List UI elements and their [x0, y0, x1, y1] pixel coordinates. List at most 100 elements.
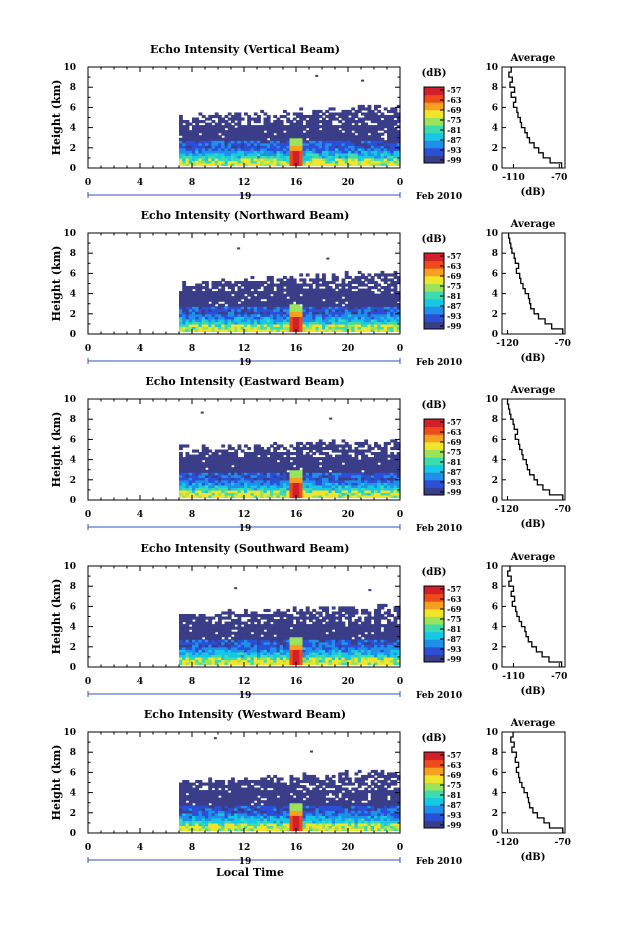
- heatmap-cell: [374, 150, 378, 154]
- heatmap-cell: [247, 649, 252, 653]
- heatmap-cell: [260, 328, 265, 333]
- heatmap-cell: [364, 278, 369, 282]
- heatmap-cell: [341, 477, 346, 481]
- heatmap-cell: [374, 318, 378, 322]
- heatmap-cell: [276, 482, 281, 486]
- heatmap-cell: [357, 127, 362, 131]
- heatmap-cell: [244, 313, 248, 317]
- heatmap-cell: [328, 318, 333, 322]
- heatmap-cell: [234, 482, 239, 486]
- heatmap-cell: [240, 155, 245, 159]
- heatmap-cell: [185, 651, 190, 655]
- heatmap-cell: [357, 328, 362, 333]
- heatmap-cell: [240, 293, 245, 297]
- heatmap-cell: [335, 137, 339, 141]
- heatmap-cell: [325, 467, 330, 471]
- colorbar-swatch: [424, 102, 444, 111]
- heatmap-cell: [260, 489, 265, 494]
- heatmap-cell: [279, 160, 284, 164]
- heatmap-cell: [201, 469, 206, 473]
- heatmap-cell: [192, 147, 196, 151]
- heatmap-cell: [195, 130, 200, 134]
- heatmap-cell: [364, 114, 369, 119]
- heatmap-cell: [224, 308, 229, 312]
- heatmap-cell: [351, 155, 356, 159]
- heatmap-cell: [198, 328, 203, 333]
- heatmap-cell: [224, 621, 229, 625]
- heatmap-cell: [179, 487, 183, 491]
- heatmap-cell: [315, 120, 320, 124]
- heatmap-cell: [201, 157, 206, 162]
- heatmap-cell: [328, 117, 333, 121]
- heatmap-cell: [348, 137, 352, 141]
- heatmap-cell: [390, 454, 395, 458]
- heatmap-cell: [237, 298, 242, 302]
- heatmap-cell: [299, 323, 304, 328]
- heatmap-cell: [263, 464, 268, 468]
- heatmap-cell: [338, 145, 343, 149]
- heatmap-cell: [231, 654, 235, 658]
- heatmap-cell: [370, 313, 375, 317]
- heatmap-cell: [383, 117, 388, 121]
- heatmap-cell: [257, 489, 261, 494]
- heatmap-cell: [273, 611, 278, 615]
- heatmap-cell: [305, 152, 310, 156]
- heatmap-cell: [302, 472, 307, 476]
- heatmap-cell: [211, 661, 216, 666]
- heatmap-cell: [227, 469, 232, 473]
- heatmap-cell: [253, 619, 258, 623]
- heatmap-cell: [390, 313, 395, 317]
- heatmap-cell: [331, 484, 336, 488]
- heatmap-cell: [182, 649, 187, 653]
- heatmap-cell: [367, 464, 372, 468]
- heatmap-cell: [318, 291, 323, 295]
- heatmap-cell: [185, 306, 190, 310]
- heatmap-cell: [348, 472, 352, 476]
- heatmap-cell: [266, 452, 271, 456]
- heatmap-cell: [364, 298, 369, 302]
- heatmap-cell: [396, 135, 401, 139]
- heatmap-cell: [335, 487, 339, 491]
- heatmap-cell: [208, 140, 213, 144]
- colorbar-tick-label: -69: [447, 271, 462, 281]
- heatmap-cell: [234, 316, 239, 320]
- heatmap-cell: [286, 467, 291, 471]
- heatmap-cell: [227, 323, 232, 328]
- heatmap-cell: [361, 489, 365, 494]
- heatmap-cell: [247, 142, 252, 146]
- heatmap-cell: [357, 469, 362, 473]
- heatmap-cell: [370, 278, 375, 282]
- heatmap-cell: [192, 636, 196, 640]
- heatmap-cell: [179, 311, 183, 315]
- heatmap-cell: [380, 132, 385, 136]
- y-tick-label: 8: [70, 249, 76, 259]
- heatmap-cell: [312, 311, 317, 315]
- heatmap-cell: [188, 132, 193, 136]
- heatmap-cell: [273, 626, 278, 630]
- heatmap-cell: [247, 474, 252, 478]
- heatmap-cell: [273, 142, 278, 146]
- heatmap-cell: [208, 644, 213, 648]
- heatmap-cell: [221, 611, 226, 615]
- heatmap-cell: [289, 494, 294, 499]
- heatmap-cell: [283, 469, 287, 473]
- heatmap-cell: [234, 649, 239, 653]
- heatmap-cell: [318, 441, 323, 446]
- heatmap-cell: [224, 482, 229, 486]
- heatmap-cell: [205, 644, 209, 648]
- heatmap-cell: [270, 484, 274, 488]
- heatmap-cell: [315, 114, 320, 119]
- heatmap-cell: [211, 280, 216, 285]
- heatmap-cell: [227, 464, 232, 468]
- heatmap-cell: [344, 472, 349, 476]
- heatmap-cell: [253, 462, 258, 466]
- heatmap-cell: [312, 160, 317, 164]
- heatmap-cell: [185, 122, 190, 126]
- heatmap-cell: [214, 291, 219, 295]
- heatmap-cell: [299, 273, 304, 277]
- heatmap-cell: [250, 316, 255, 320]
- heatmap-cell: [253, 316, 258, 320]
- heatmap-cell: [266, 147, 271, 151]
- heatmap-cell: [179, 321, 183, 325]
- heatmap-cell: [289, 469, 294, 473]
